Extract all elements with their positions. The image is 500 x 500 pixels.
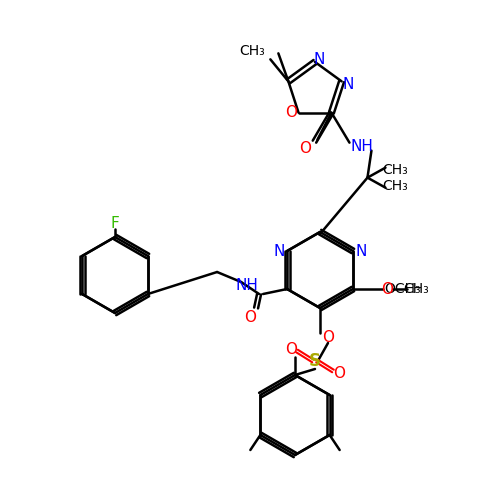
Text: O: O (286, 105, 298, 120)
Text: O: O (285, 342, 297, 356)
Text: NH: NH (236, 278, 258, 293)
Text: CH₃: CH₃ (240, 44, 266, 59)
Text: O: O (300, 141, 312, 156)
Text: O: O (381, 282, 393, 296)
Text: N: N (355, 244, 366, 258)
Text: OCH₃: OCH₃ (384, 282, 421, 296)
Text: O: O (322, 330, 334, 344)
Text: O: O (333, 366, 345, 380)
Text: S: S (309, 352, 321, 370)
Text: F: F (110, 216, 120, 230)
Text: N: N (314, 52, 324, 66)
Text: N: N (343, 77, 354, 92)
Text: CH₃: CH₃ (382, 162, 408, 176)
Text: CH₃: CH₃ (403, 282, 429, 296)
Text: O: O (244, 310, 256, 326)
Text: NH: NH (350, 139, 373, 154)
Text: N: N (274, 244, 285, 258)
Text: CH₃: CH₃ (382, 178, 408, 192)
